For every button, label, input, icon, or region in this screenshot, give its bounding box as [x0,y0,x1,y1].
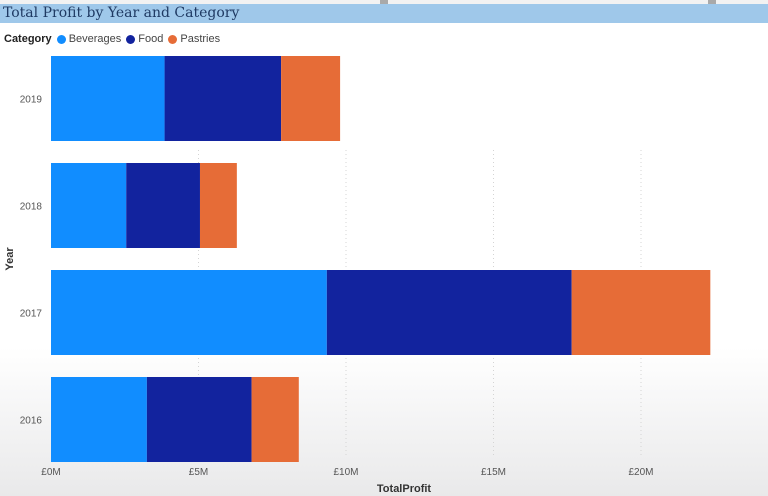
legend-dot-beverages [56,34,66,44]
x-tick-label: £0M [41,467,60,478]
legend-dot-pastries [168,34,178,44]
legend-item-pastries[interactable]: Pastries [168,33,220,45]
bar-2018-beverages[interactable] [51,163,127,248]
x-tick-label: £15M [481,467,506,478]
legend-label: Pastries [180,33,221,45]
chart-title-bar[interactable]: Total Profit by Year and Category [0,4,768,23]
bar-2017-beverages[interactable] [51,270,327,355]
legend: Category Beverages Food Pastries [4,31,225,47]
bar-2019-pastries[interactable] [281,56,341,141]
y-tick-label: 2017 [20,309,43,320]
y-tick-label: 2019 [20,95,43,106]
resize-handle[interactable] [708,0,716,4]
bar-2016-beverages[interactable] [51,377,147,462]
y-tick-label: 2016 [20,416,43,427]
x-tick-label: £20M [628,467,653,478]
y-axis: 2019 2018 2017 2016 [20,95,43,427]
legend-item-beverages[interactable]: Beverages [56,33,122,45]
y-tick-label: 2018 [20,202,43,213]
legend-label: Beverages [68,33,122,45]
x-axis-title: TotalProfit [377,483,432,495]
bar-2019-food[interactable] [164,56,282,141]
bars [51,56,711,462]
bar-2016-food[interactable] [146,377,252,462]
bar-2016-pastries[interactable] [251,377,299,462]
bar-2019-beverages[interactable] [51,56,165,141]
legend-item-food[interactable]: Food [126,33,163,45]
bar-2018-pastries[interactable] [199,163,237,248]
legend-title: Category [4,33,52,45]
x-tick-label: £10M [333,467,358,478]
bar-2017-pastries[interactable] [571,270,711,355]
bar-2017-food[interactable] [326,270,572,355]
legend-label: Food [138,33,164,45]
bar-2018-food[interactable] [126,163,200,248]
x-tick-label: £5M [189,467,208,478]
y-axis-title: Year [4,247,16,271]
x-axis: £0M £5M £10M £15M £20M [41,467,653,478]
chart-title: Total Profit by Year and Category [3,5,240,21]
legend-dot-food [126,34,136,44]
resize-handle[interactable] [380,0,388,4]
